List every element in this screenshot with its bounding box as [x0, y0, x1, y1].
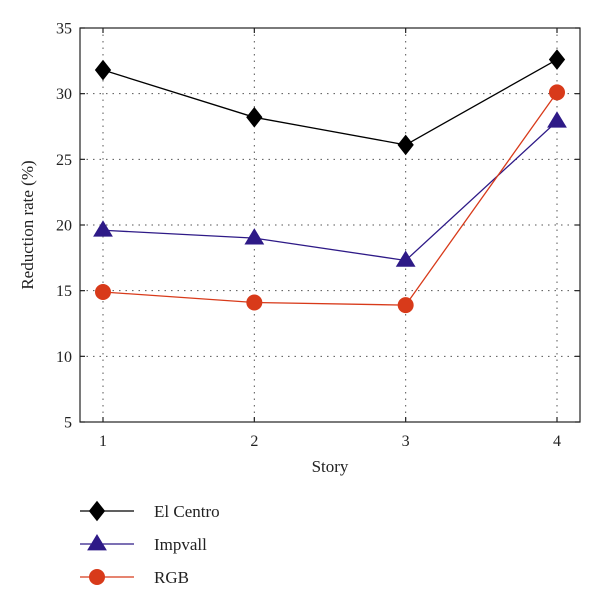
y-axis-title: Reduction rate (%) [18, 160, 37, 289]
series-line-rgb [102, 91, 558, 306]
series-impvall [93, 111, 567, 267]
axis-ticks [80, 27, 580, 423]
series-line-el-centro [102, 58, 558, 146]
legend-item-el-centro: El Centro [80, 500, 220, 522]
data-point-rgb [549, 84, 565, 101]
data-point-el-centro [548, 49, 566, 70]
legend-item-impvall: Impvall [80, 534, 207, 554]
series-el-centro [94, 49, 566, 156]
y-tick-labels: 5 10 15 20 25 30 35 [56, 21, 72, 432]
series-group [93, 49, 567, 314]
y-tick-label: 20 [56, 218, 72, 235]
y-tick-label: 10 [56, 349, 72, 366]
x-tick-labels: 1 2 3 4 [99, 433, 561, 450]
legend-label-impvall: Impvall [154, 535, 207, 554]
legend: El Centro Impvall RGB [80, 500, 220, 587]
x-tick-label: 3 [402, 433, 410, 450]
data-point-el-centro [397, 134, 414, 156]
x-tick-label: 2 [250, 433, 258, 450]
plot-frame [79, 27, 581, 423]
y-tick-label: 15 [56, 283, 72, 300]
data-point-impvall [93, 220, 113, 237]
series-line-impvall [102, 120, 558, 262]
y-tick-label: 30 [56, 86, 72, 103]
grid-lines [80, 28, 580, 422]
legend-symbol [87, 534, 107, 551]
series-rgb [95, 84, 565, 314]
y-tick-label: 25 [56, 152, 72, 169]
legend-marker-rgb [80, 569, 134, 585]
legend-marker-impvall [80, 534, 134, 551]
y-tick-label: 5 [64, 415, 72, 432]
data-point-rgb [246, 294, 263, 311]
x-axis-title: Story [312, 457, 349, 476]
legend-symbol [88, 500, 106, 522]
data-point-rgb [95, 283, 111, 300]
y-tick-label: 35 [56, 21, 72, 38]
legend-label-rgb: RGB [154, 568, 189, 587]
x-tick-label: 1 [99, 433, 107, 450]
legend-symbol [89, 569, 105, 585]
legend-label-el-centro: El Centro [154, 502, 220, 521]
legend-item-rgb: RGB [80, 568, 189, 587]
data-point-el-centro [94, 59, 112, 81]
data-point-el-centro [246, 106, 263, 128]
legend-marker-el-centro [80, 500, 134, 522]
data-point-impvall [244, 228, 265, 245]
data-point-rgb [397, 297, 414, 314]
data-point-impvall [395, 250, 416, 267]
data-point-impvall [547, 111, 567, 128]
x-tick-label: 4 [553, 433, 561, 450]
